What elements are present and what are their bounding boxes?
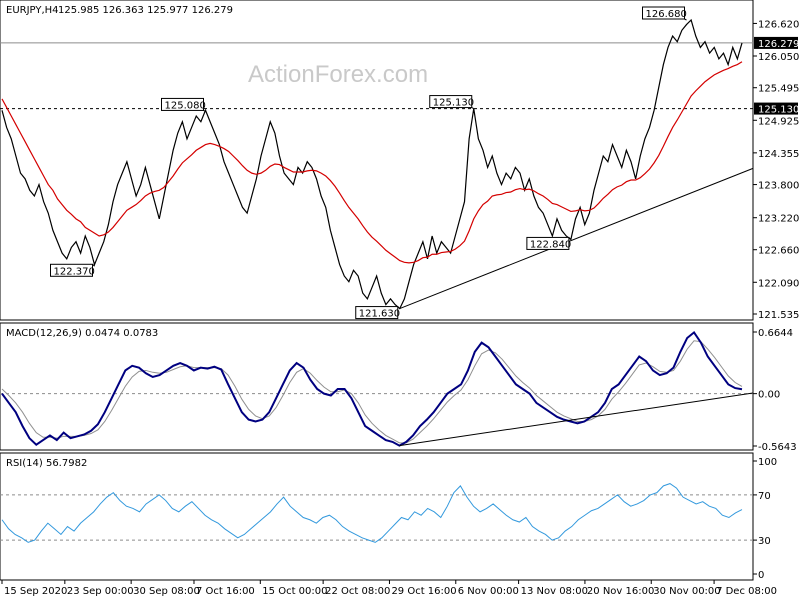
last-price-tag: 126.279 (754, 36, 799, 50)
annotation-box (429, 95, 473, 109)
annotation-box (355, 306, 399, 320)
x-tick-label: 13 Nov 08:00 (521, 586, 588, 597)
price-y-tick-label: 124.355 (758, 149, 799, 160)
price-annotation: 121.630 (355, 306, 401, 320)
rsi-y-tick-label: 30 (758, 536, 771, 547)
annotation-label: 125.130 (433, 98, 474, 109)
annotation-leader (92, 263, 95, 267)
rsi-panel-border (0, 452, 754, 581)
price-panel-border (0, 0, 754, 321)
x-tick-label: 23 Sep 00:00 (67, 586, 134, 597)
price-annotation: 122.840 (526, 236, 572, 250)
price-y-ticks: 126.620 126.050 125.495 124.925 124.355 123.8… (753, 19, 799, 321)
level-tag: 125.130 (754, 102, 799, 116)
annotation-box (50, 263, 93, 277)
x-axis: 15 Sep 2020 23 Sep 00:00 30 Sep 08:007 Oct… (1, 580, 777, 597)
rsi-y-tick-label: 70 (758, 491, 771, 502)
rsi-line (1, 483, 743, 543)
last-price-tag-label: 126.279 (758, 39, 799, 50)
level-tag-bg (754, 102, 798, 115)
annotation-label: 121.630 (359, 309, 400, 320)
macd-y-tick-label: -0.5643 (758, 442, 797, 453)
x-tick-label: 30 Sep 08:00 (133, 586, 200, 597)
macd-y-ticks: 0.6644 0.00 -0.5643 (753, 328, 797, 453)
annotation-box (161, 97, 204, 111)
annotation-label: 125.080 (165, 100, 206, 111)
price-annotations: 125.080 122.370 125.130 121.630 122.840 126.6… (50, 6, 687, 320)
last-price-tag-bg (754, 36, 798, 49)
annotation-leader (471, 107, 474, 110)
price-y-tick-label: 123.800 (758, 181, 799, 192)
rsi-y-tick-label: 0 (758, 570, 764, 581)
rsi-y-tick-label: 100 (758, 457, 777, 468)
x-tick-label: 7 Oct 16:00 (196, 586, 255, 597)
price-panel: EURJPY,H4 125.985 126.363 125.977 126.27… (0, 5, 799, 321)
x-tick-label: 7 Dec 08:00 (716, 586, 777, 597)
price-y-tick-label: 123.220 (758, 214, 799, 225)
annotation-leader (684, 18, 687, 21)
price-annotation: 125.130 (429, 95, 474, 110)
macd-main-line (1, 330, 743, 447)
annotation-leader (397, 306, 401, 309)
rsi-panel-title: RSI(14) 56.7982 (6, 458, 87, 469)
x-tick-label: 15 Sep 2020 (4, 586, 67, 597)
macd-y-tick-label: 0.6644 (758, 328, 793, 339)
annotation-label: 126.680 (646, 9, 687, 20)
x-tick-label: 6 Nov 00:00 (458, 586, 519, 597)
price-trendline (399, 167, 754, 310)
price-annotation: 126.680 (642, 6, 687, 21)
macd-signal-line (1, 340, 743, 444)
x-tick-label: 15 Oct 00:00 (262, 586, 327, 597)
annotation-label: 122.370 (54, 266, 95, 277)
macd-panel: MACD(12,26,9) 0.0474 0.0783 0.6644 0.00 -0… (0, 328, 797, 453)
rsi-y-ticks: 100 70 30 0 (753, 457, 777, 581)
price-panel-title: EURJPY,H4 (6, 5, 59, 16)
price-y-tick-label: 126.620 (758, 19, 799, 30)
macd-y-tick-label: 0.00 (758, 390, 780, 401)
macd-trendline (399, 392, 754, 447)
price-annotation: 122.370 (50, 263, 95, 277)
watermark: ActionForex.com (248, 61, 428, 88)
moving-average-line (1, 61, 743, 264)
annotation-box (526, 236, 570, 250)
x-tick-label: 29 Oct 16:00 (391, 586, 456, 597)
price-y-tick-label: 121.535 (758, 310, 799, 321)
price-y-tick-label: 126.050 (758, 52, 799, 63)
x-tick-label: 30 Nov 00:00 (653, 586, 720, 597)
macd-panel-border (0, 322, 754, 451)
price-y-tick-label: 124.925 (758, 116, 799, 127)
price-y-tick-label: 122.090 (758, 278, 799, 289)
macd-panel-title: MACD(12,26,9) 0.0474 0.0783 (6, 328, 158, 339)
x-tick-label: 20 Nov 16:00 (587, 586, 654, 597)
annotation-label: 122.840 (530, 239, 571, 250)
price-y-tick-label: 125.495 (758, 84, 799, 95)
price-y-tick-label: 122.660 (758, 246, 799, 257)
annotation-box (642, 6, 685, 20)
price-series-line (1, 18, 743, 310)
price-ohlc-header: 125.985 126.363 125.977 126.279 (58, 5, 233, 16)
annotation-leader (568, 237, 572, 240)
level-tag-label: 125.130 (758, 105, 799, 116)
x-tick-label: 22 Oct 08:00 (325, 586, 390, 597)
price-annotation: 125.080 (161, 97, 206, 112)
annotation-leader (203, 109, 206, 112)
rsi-panel: RSI(14) 56.7982 100 70 30 0 (0, 457, 777, 581)
